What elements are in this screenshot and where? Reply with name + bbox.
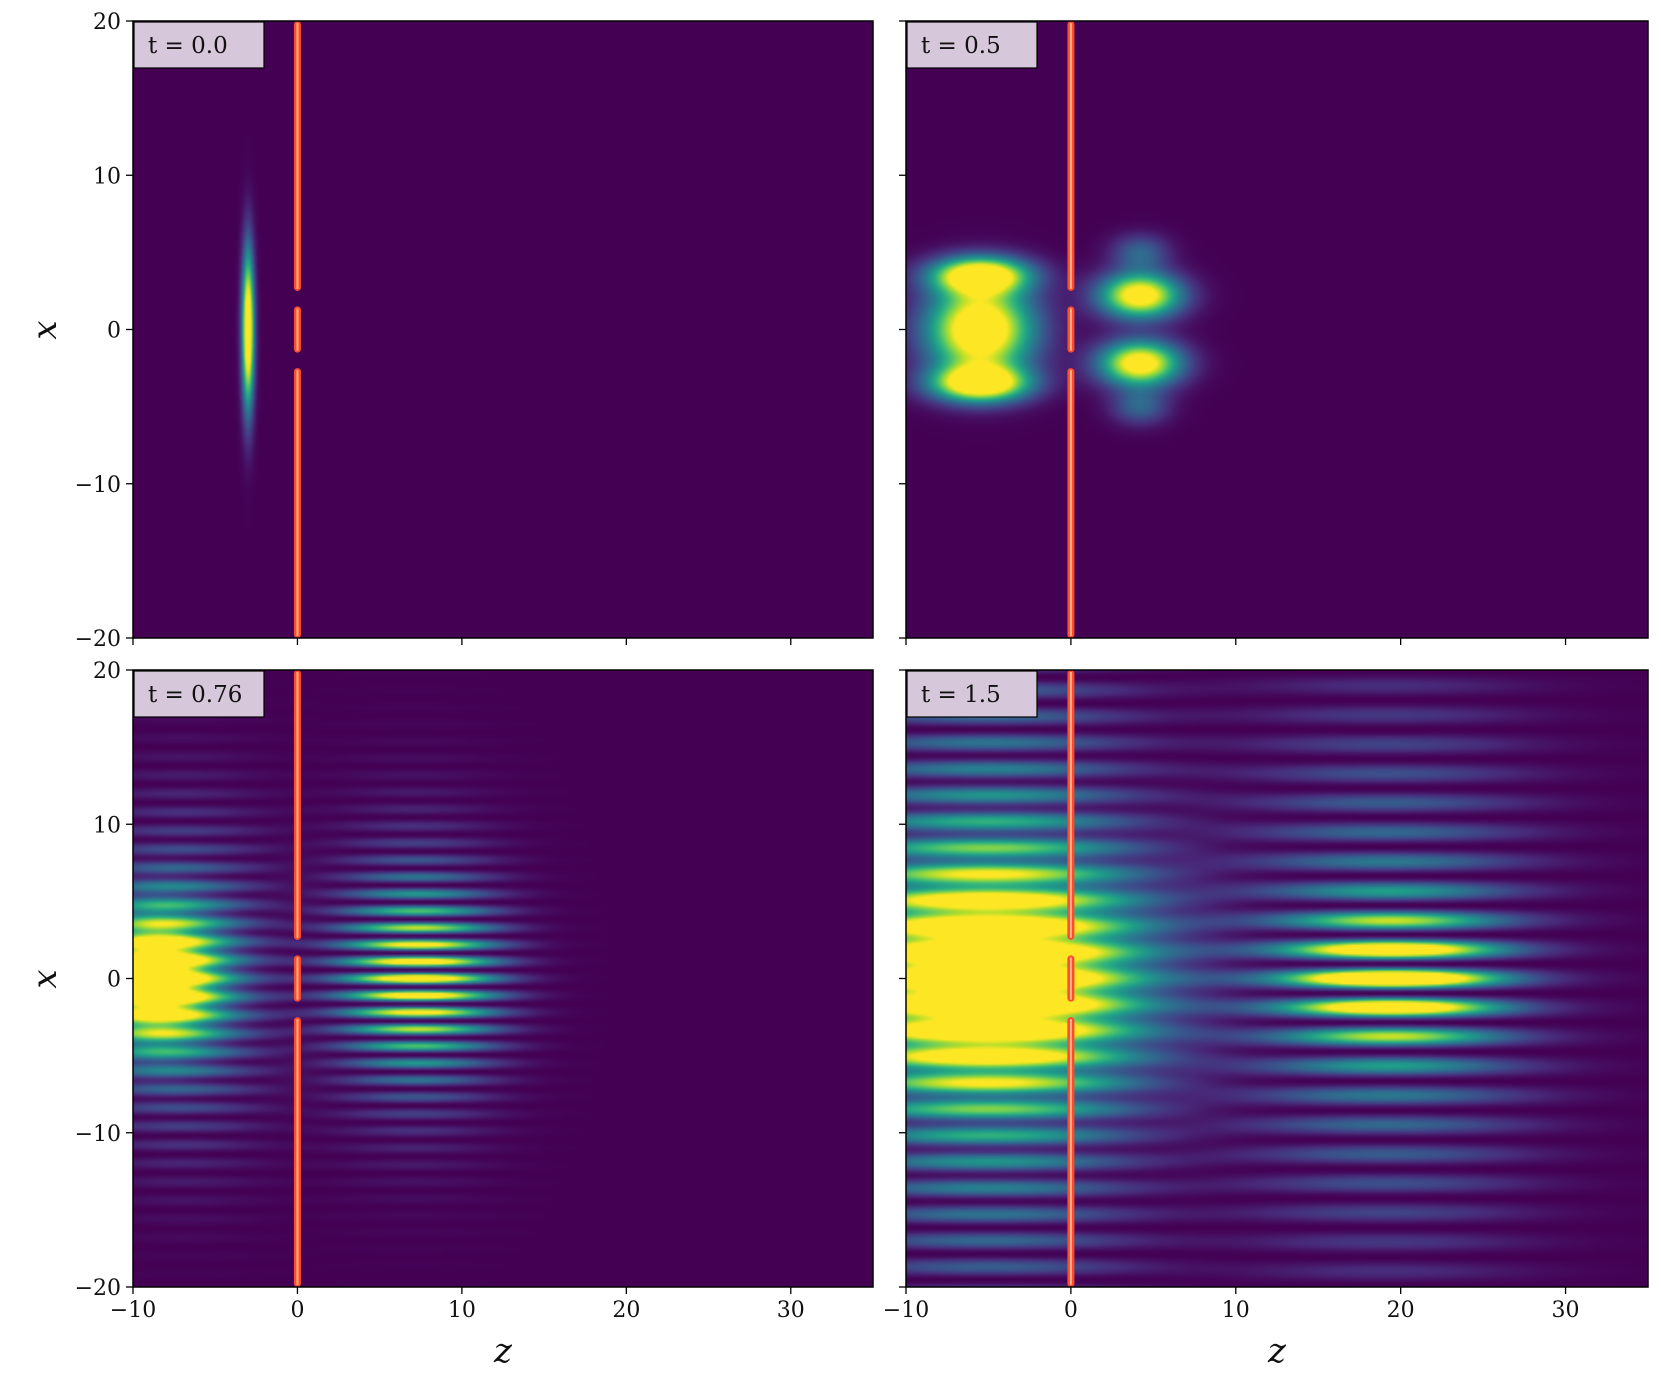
time-box-t3 xyxy=(906,670,1038,718)
panel-t1: t = 0.5 xyxy=(899,20,1649,645)
y-tick-label: 0 xyxy=(107,968,121,993)
barrier-highlight xyxy=(1069,370,1072,636)
x-tick-label: 20 xyxy=(1387,1298,1415,1323)
heatmap-t2 xyxy=(133,670,873,1287)
time-box-t1 xyxy=(906,21,1038,69)
barrier-highlight xyxy=(296,1019,299,1285)
x-tick-label: 10 xyxy=(448,1298,476,1323)
heatmap-t3 xyxy=(906,670,1648,1287)
time-box-t2 xyxy=(133,670,265,718)
y-tick-label: 20 xyxy=(93,10,121,35)
x-tick-label: 10 xyxy=(1222,1298,1250,1323)
ticks-t3: −10 0 10 20 30 xyxy=(883,669,1580,1323)
barrier-highlight xyxy=(296,957,299,1000)
y-tick-label: −20 xyxy=(75,627,121,652)
ticks-t0: −20 −10 0 10 20 xyxy=(75,10,792,652)
y-tick-label: 20 xyxy=(93,659,121,684)
barrier-highlight xyxy=(296,370,299,636)
barrier-t0 xyxy=(293,21,301,638)
barrier-highlight xyxy=(1069,672,1072,938)
y-tick-label: −10 xyxy=(75,1122,121,1147)
barrier-highlight xyxy=(296,672,299,938)
y-tick-label: 10 xyxy=(93,164,121,189)
y-axis-label-bottom: x xyxy=(25,969,65,988)
barrier-highlight xyxy=(296,308,299,351)
barrier-t2 xyxy=(293,670,301,1287)
y-axis-label-top: x xyxy=(25,320,65,339)
x-axis-label-right: z xyxy=(1267,1331,1287,1371)
barrier-highlight xyxy=(1069,1019,1072,1285)
x-tick-label: 0 xyxy=(290,1298,304,1323)
y-tick-label: −10 xyxy=(75,473,121,498)
x-tick-label: 0 xyxy=(1064,1298,1078,1323)
x-tick-label: 30 xyxy=(1552,1298,1580,1323)
x-tick-label: −10 xyxy=(110,1298,156,1323)
barrier-t3 xyxy=(1067,670,1075,1287)
y-tick-label: 10 xyxy=(93,813,121,838)
barrier-highlight xyxy=(1069,308,1072,351)
time-label-t1: t = 0.5 xyxy=(921,33,1001,59)
x-axis-label-left: z xyxy=(493,1331,513,1371)
x-tick-label: 20 xyxy=(612,1298,640,1323)
ticks-t1 xyxy=(899,20,1567,645)
barrier-highlight xyxy=(1069,957,1072,1000)
heatmap-t1 xyxy=(906,21,1648,638)
barrier-t1 xyxy=(1067,21,1075,638)
panel-t3: −10 0 10 20 30 t = 1.5 xyxy=(883,669,1649,1323)
time-label-t3: t = 1.5 xyxy=(921,682,1001,708)
time-box-t0 xyxy=(133,21,265,69)
heatmap-t0 xyxy=(133,21,873,638)
x-tick-label: 30 xyxy=(777,1298,805,1323)
time-label-t2: t = 0.76 xyxy=(148,682,242,708)
x-tick-label: −10 xyxy=(883,1298,929,1323)
barrier-highlight xyxy=(1069,23,1072,289)
y-tick-label: 0 xyxy=(107,319,121,344)
panel-t0: −20 −10 0 10 20 t = 0.0 xyxy=(75,10,874,652)
barrier-highlight xyxy=(296,23,299,289)
y-tick-label: −20 xyxy=(75,1276,121,1301)
time-label-t0: t = 0.0 xyxy=(148,33,228,59)
